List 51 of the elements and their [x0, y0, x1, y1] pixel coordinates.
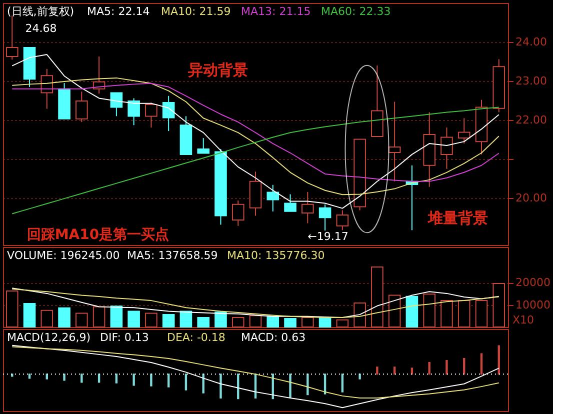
candlestick: [145, 102, 158, 128]
bar: [180, 310, 192, 328]
chart-subtitle: MACD(12,26,9): [7, 331, 91, 344]
bar: [58, 307, 70, 328]
bar: [214, 312, 227, 328]
y-tick-label: 10000: [516, 298, 550, 312]
candlestick: [162, 95, 175, 132]
annotation: 回踩MA10是第一买点: [26, 227, 170, 243]
candlestick: [40, 68, 54, 110]
bar: [23, 302, 36, 328]
y-tick-label: 20000: [516, 276, 550, 290]
candlestick: [284, 194, 296, 212]
text: DIF: 0.13: [100, 331, 149, 344]
candlestick: [440, 127, 453, 170]
candlestick: [197, 138, 210, 154]
text: MA60: 22.33: [321, 5, 391, 18]
bar: [110, 306, 123, 328]
annotation: MA5: 137658.59: [127, 249, 218, 262]
candlestick: [128, 98, 140, 126]
bar: [197, 316, 210, 328]
candlestick: [266, 184, 280, 212]
text: DEA: -0.18: [167, 331, 226, 344]
text: MACD: 0.63: [241, 331, 306, 344]
candlestick: [302, 191, 314, 224]
candlestick: [458, 118, 470, 144]
y-tick-label: 23.00: [516, 74, 547, 88]
candlestick: [336, 210, 349, 231]
chart-subtitle: VOLUME: 196245.00: [7, 249, 120, 262]
y-tick-label: 22.00: [516, 114, 547, 127]
candlestick: [6, 14, 18, 60]
y-axis-title: X10: [512, 314, 534, 326]
annotation: 24.68: [25, 22, 57, 35]
annotation: 堆量背景: [427, 209, 488, 227]
text: MA13: 21.15: [241, 5, 311, 18]
y-tick-label: 20.00: [516, 192, 547, 205]
bar: [266, 316, 280, 328]
bar: [162, 314, 175, 328]
candlestick: [232, 200, 244, 226]
annotation: MA10: 135776.30: [227, 249, 325, 262]
candlestick: [318, 204, 332, 232]
text: MA5: 22.14: [87, 5, 150, 18]
bar: [128, 310, 140, 328]
candlestick: [76, 91, 88, 123]
text: MA10: 21.59: [161, 5, 231, 18]
annotation: 异动背景: [187, 61, 248, 79]
bar: [284, 318, 296, 328]
bar: [406, 296, 418, 328]
candlestick: [388, 101, 401, 182]
y-tick-label: 24.00: [516, 36, 547, 49]
annotation: ←19.17: [308, 230, 348, 243]
chart-subtitle: (日线,前复权): [7, 5, 74, 18]
